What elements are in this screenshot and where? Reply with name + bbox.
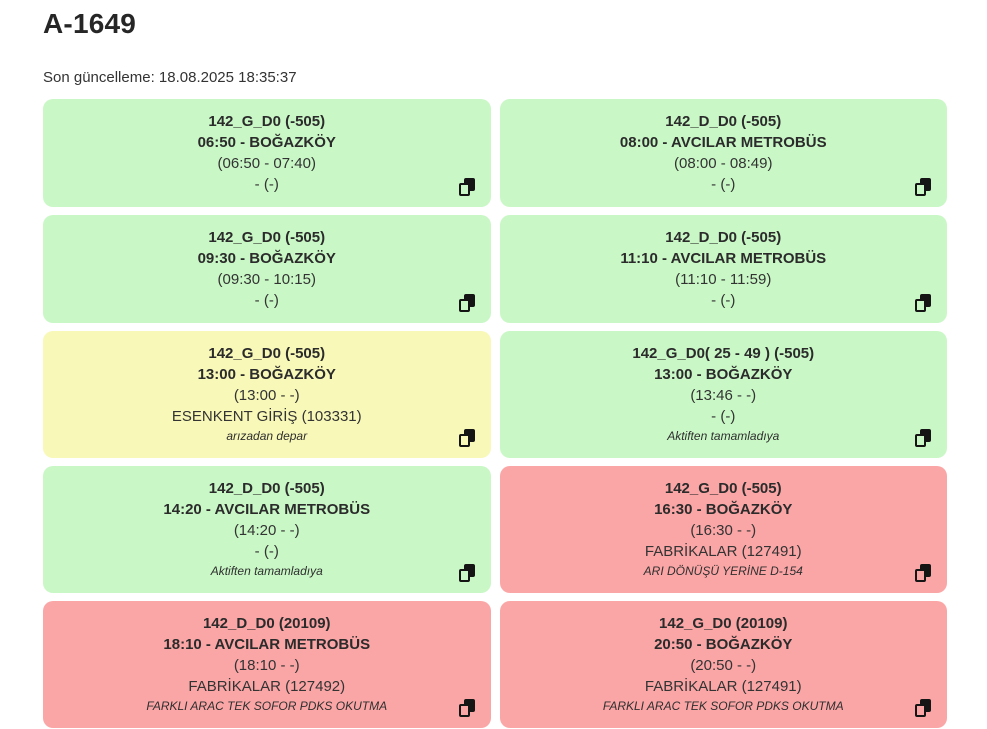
trip-times: (06:50 - 07:40) [217,155,316,172]
trip-location: - (-) [711,292,736,309]
trip-code: 142_G_D0( 25 - 49 ) (-505) [632,345,815,362]
trip-note: Aktiften tamamladıya [667,429,780,443]
trip-location: - (-) [254,543,279,560]
copy-button[interactable] [915,564,931,582]
copy-icon [915,699,931,717]
copy-icon [915,564,931,582]
copy-button[interactable] [458,178,475,196]
trip-departure: 18:10 - AVCILAR METROBÜS [163,636,371,653]
trip-location: - (-) [711,408,736,425]
trip-times: (13:00 - -) [233,387,300,404]
trip-note: Aktiften tamamladıya [210,564,323,578]
trip-code: 142_D_D0 (-505) [208,480,325,497]
trip-card-5: 142_G_D0( 25 - 49 ) (-505) 13:00 - BOĞAZ… [499,331,947,458]
trip-card-3: 142_D_D0 (-505) 11:10 - AVCILAR METROBÜS… [499,215,947,323]
copy-icon [915,429,931,447]
copy-button[interactable] [915,429,931,447]
trip-note: FARKLI ARAC TEK SOFOR PDKS OKUTMA [146,699,388,713]
copy-button[interactable] [458,294,475,312]
trip-note: ARI DÖNÜŞÜ YERİNE D-154 [643,564,803,578]
trip-departure: 13:00 - BOĞAZKÖY [654,366,793,383]
trip-card-6: 142_D_D0 (-505) 14:20 - AVCILAR METROBÜS… [43,466,491,593]
trip-note: arızadan depar [226,429,308,443]
trip-code: 142_G_D0 (-505) [208,229,326,246]
trip-code: 142_D_D0 (-505) [665,229,782,246]
page-title: A-1649 [43,8,137,39]
trip-times: (16:30 - -) [690,522,757,539]
copy-icon [458,564,475,582]
trip-departure: 09:30 - BOĞAZKÖY [197,250,336,267]
copy-button[interactable] [915,294,931,312]
trip-times: (08:00 - 08:49) [674,155,773,172]
copy-button[interactable] [458,564,475,582]
trip-location: FABRİKALAR (127491) [644,543,802,560]
copy-button[interactable] [458,429,475,447]
trip-times: (14:20 - -) [233,522,300,539]
trip-card-2: 142_G_D0 (-505) 09:30 - BOĞAZKÖY (09:30 … [43,215,491,323]
trip-card-8: 142_D_D0 (20109) 18:10 - AVCILAR METROBÜ… [43,601,491,728]
trip-card-4: 142_G_D0 (-505) 13:00 - BOĞAZKÖY (13:00 … [43,331,491,458]
trip-card-1: 142_D_D0 (-505) 08:00 - AVCILAR METROBÜS… [499,99,947,207]
trip-code: 142_D_D0 (-505) [665,113,782,130]
trip-location: ESENKENT GİRİŞ (103331) [171,408,362,425]
trip-card-grid: 142_G_D0 (-505) 06:50 - BOĞAZKÖY (06:50 … [43,99,947,728]
trip-location: FABRİKALAR (127491) [644,678,802,695]
trip-code: 142_G_D0 (-505) [208,345,326,362]
trip-times: (09:30 - 10:15) [217,271,316,288]
trip-card-9: 142_G_D0 (20109) 20:50 - BOĞAZKÖY (20:50… [499,601,947,728]
trip-times: (11:10 - 11:59) [675,271,772,288]
trip-card-7: 142_G_D0 (-505) 16:30 - BOĞAZKÖY (16:30 … [499,466,947,593]
trip-code: 142_G_D0 (20109) [659,615,788,632]
trip-departure: 06:50 - BOĞAZKÖY [197,134,336,151]
copy-icon [458,429,475,447]
copy-icon [458,699,475,717]
copy-button[interactable] [915,178,931,196]
trip-code: 142_G_D0 (-505) [208,113,326,130]
copy-icon [458,178,475,196]
trip-note: FARKLI ARAC TEK SOFOR PDKS OKUTMA [602,699,844,713]
trip-code: 142_D_D0 (20109) [202,615,331,632]
trip-departure: 14:20 - AVCILAR METROBÜS [163,501,371,518]
trip-times: (18:10 - -) [233,657,300,674]
trip-times: (13:46 - -) [690,387,757,404]
copy-icon [915,178,931,196]
trip-departure: 11:10 - AVCILAR METROBÜS [620,250,827,267]
trip-departure: 08:00 - AVCILAR METROBÜS [619,134,827,151]
trip-code: 142_G_D0 (-505) [664,480,782,497]
copy-button[interactable] [915,699,931,717]
last-update-text: Son güncelleme: 18.08.2025 18:35:37 [43,69,297,86]
trip-location: FABRİKALAR (127492) [188,678,346,695]
trip-departure: 20:50 - BOĞAZKÖY [654,636,793,653]
trip-card-0: 142_G_D0 (-505) 06:50 - BOĞAZKÖY (06:50 … [43,99,491,207]
trip-departure: 16:30 - BOĞAZKÖY [654,501,793,518]
trip-times: (20:50 - -) [690,657,757,674]
trip-location: - (-) [254,292,279,309]
trip-location: - (-) [254,176,279,193]
copy-button[interactable] [458,699,475,717]
trip-location: - (-) [711,176,736,193]
trip-departure: 13:00 - BOĞAZKÖY [197,366,336,383]
copy-icon [915,294,931,312]
copy-icon [458,294,475,312]
